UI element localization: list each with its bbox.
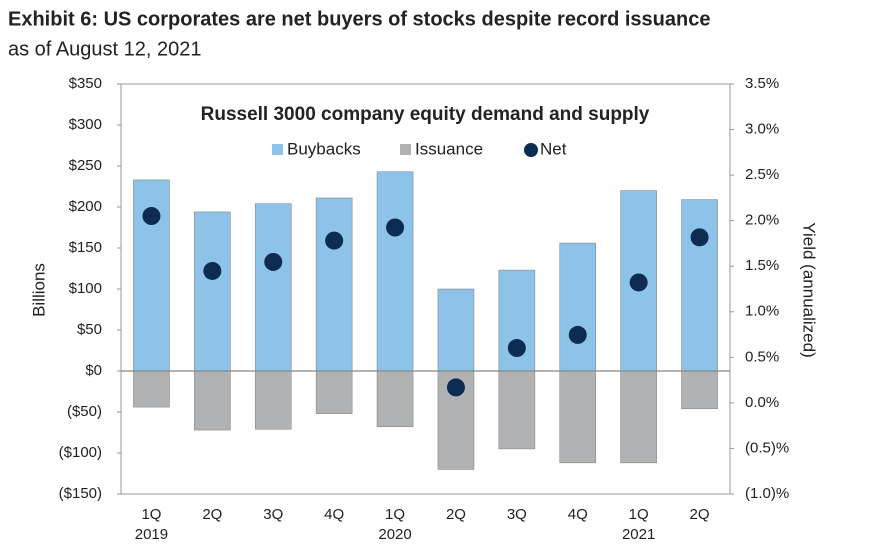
net-dot bbox=[629, 273, 648, 292]
y2-tick-label: 3.5% bbox=[745, 75, 779, 92]
net-dot bbox=[264, 252, 283, 271]
net-dot bbox=[507, 339, 526, 358]
chart-subtitle: as of August 12, 2021 bbox=[8, 38, 202, 60]
y-tick-label: $50 bbox=[77, 321, 102, 338]
bar bbox=[194, 211, 231, 372]
y2-axis-label: Yield (annualized) bbox=[800, 222, 819, 357]
y-tick-label: $200 bbox=[69, 198, 102, 215]
bar bbox=[315, 197, 353, 372]
y-tick-label: $150 bbox=[69, 239, 102, 256]
x-tick-label: 2Q bbox=[690, 506, 710, 523]
legend-swatch bbox=[272, 144, 283, 155]
x-tick-label: 3Q bbox=[507, 506, 527, 523]
x-tick-label: 2Q bbox=[202, 506, 222, 523]
net-dot bbox=[690, 228, 709, 247]
bar bbox=[254, 203, 292, 372]
bar bbox=[498, 370, 536, 450]
y-tick-label: $300 bbox=[69, 116, 102, 133]
y-tick-label: $350 bbox=[69, 75, 102, 92]
y2-tick-label: 0.5% bbox=[745, 348, 779, 365]
bar bbox=[681, 199, 718, 372]
plot-title: Russell 3000 company equity demand and s… bbox=[201, 104, 650, 125]
y-tick-label: $100 bbox=[69, 280, 102, 297]
y2-tick-label: (1.0)% bbox=[745, 485, 789, 502]
y-tick-label: $250 bbox=[69, 157, 102, 174]
bar bbox=[559, 242, 597, 372]
x-tick-label: 4Q bbox=[568, 506, 588, 523]
x-group-label: 2021 bbox=[622, 526, 655, 543]
y2-tick-label: 1.5% bbox=[745, 257, 779, 274]
net-dot bbox=[142, 207, 161, 226]
bar bbox=[133, 370, 170, 408]
bar bbox=[254, 370, 292, 430]
y-tick-label: ($50) bbox=[67, 403, 102, 420]
bar bbox=[681, 370, 718, 410]
y-axis-label: Billions bbox=[29, 263, 48, 317]
x-tick-label: 1Q bbox=[629, 506, 649, 523]
y2-tick-label: 1.0% bbox=[745, 303, 779, 320]
chart-title: Exhibit 6: US corporates are net buyers … bbox=[8, 8, 710, 30]
bar bbox=[559, 370, 597, 464]
bar bbox=[376, 370, 414, 428]
y2-tick-label: (0.5)% bbox=[745, 439, 789, 456]
net-dot bbox=[386, 218, 405, 237]
legend-label: Buybacks bbox=[287, 139, 361, 158]
x-tick-label: 1Q bbox=[385, 506, 405, 523]
net-dot bbox=[203, 261, 222, 280]
x-group-label: 2020 bbox=[378, 526, 411, 543]
y-tick-label: ($150) bbox=[59, 485, 102, 502]
legend-swatch bbox=[524, 143, 538, 157]
x-tick-label: 3Q bbox=[263, 506, 283, 523]
bar bbox=[194, 370, 231, 431]
y2-tick-label: 2.0% bbox=[745, 212, 779, 229]
y-tick-label: ($100) bbox=[59, 444, 102, 461]
net-dot bbox=[446, 378, 465, 397]
net-dot bbox=[325, 231, 344, 250]
x-tick-label: 1Q bbox=[141, 506, 161, 523]
x-group-label: 2019 bbox=[135, 526, 168, 543]
y2-tick-label: 2.5% bbox=[745, 166, 779, 183]
legend-label: Net bbox=[540, 139, 567, 158]
net-dot bbox=[568, 325, 587, 344]
x-tick-label: 2Q bbox=[446, 506, 466, 523]
bar bbox=[620, 370, 657, 464]
bar bbox=[437, 288, 475, 372]
y2-tick-label: 3.0% bbox=[745, 121, 779, 138]
y-tick-label: $0 bbox=[85, 362, 102, 379]
x-tick-label: 4Q bbox=[324, 506, 344, 523]
legend-label: Issuance bbox=[415, 139, 483, 158]
y2-tick-label: 0.0% bbox=[745, 394, 779, 411]
bar bbox=[315, 370, 353, 414]
bar bbox=[376, 171, 414, 372]
legend-swatch bbox=[400, 144, 411, 155]
